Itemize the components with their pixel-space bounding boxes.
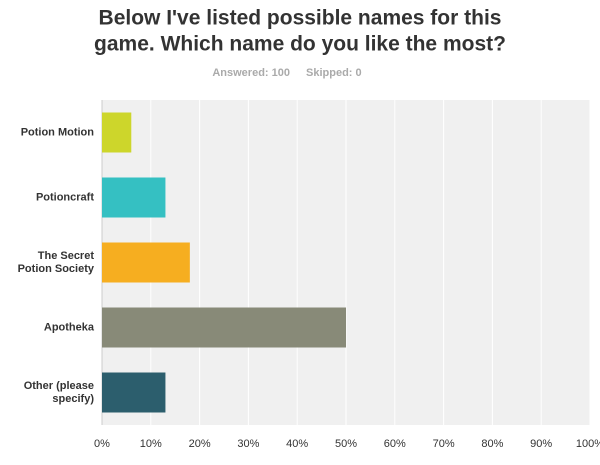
bar — [102, 112, 132, 153]
x-tick-label: 80% — [481, 438, 503, 450]
x-tick-label: 50% — [335, 438, 357, 450]
bar — [102, 177, 166, 218]
bar — [102, 372, 166, 413]
x-tick-label: 30% — [237, 438, 259, 450]
x-tick-label: 100% — [576, 438, 600, 450]
y-tick-label: Potioncraft — [35, 191, 94, 203]
bar — [102, 307, 346, 348]
x-tick-label: 20% — [189, 438, 211, 450]
subtitle: Skipped: 0 — [306, 67, 362, 79]
x-tick-label: 60% — [384, 438, 406, 450]
bar — [102, 242, 190, 283]
x-tick-label: 40% — [286, 438, 308, 450]
x-tick-label: 70% — [433, 438, 455, 450]
x-tick-label: 90% — [530, 438, 552, 450]
x-tick-label: 10% — [140, 438, 162, 450]
x-tick-label: 0% — [94, 438, 110, 450]
subtitle: Answered: 100 — [212, 67, 290, 79]
chart-title: Below I've listed possible names for thi… — [99, 7, 502, 30]
y-tick-label: Potion Motion — [20, 126, 94, 138]
chart-title: game. Which name do you like the most? — [94, 33, 506, 56]
y-tick-label: Other (please specify) — [23, 379, 94, 405]
y-tick-label: The Secret Potion Society — [17, 249, 94, 275]
y-tick-label: Apotheka — [43, 321, 94, 333]
